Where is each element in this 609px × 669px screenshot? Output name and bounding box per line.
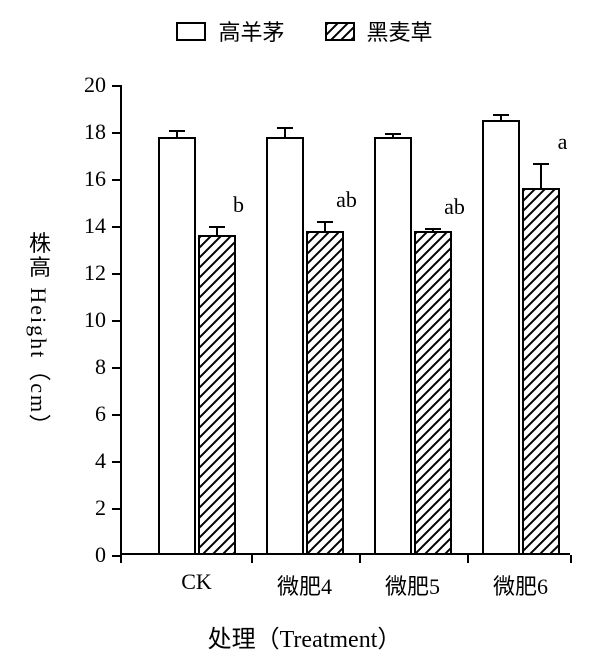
legend-label-0: 高羊茅 [218, 20, 284, 45]
error-bar-cap [493, 114, 509, 116]
y-tick-label: 14 [84, 213, 106, 239]
y-tick [112, 320, 120, 322]
plot-area: 02468101214161820CK微肥4微肥5微肥6bababa [120, 85, 570, 555]
y-tick-label: 4 [95, 448, 106, 474]
bar [198, 235, 236, 555]
legend-item-0: 高羊茅 [176, 15, 284, 47]
y-tick [112, 179, 120, 181]
error-bar-cap [425, 228, 441, 230]
y-tick [112, 508, 120, 510]
y-tick [112, 273, 120, 275]
chart-container: 高羊茅 黑麦草 株高 Height（cm） 0 2 4 6 8 10 12 14 16 18 20 C… [0, 0, 609, 669]
bar [306, 231, 344, 555]
y-tick-label: 16 [84, 166, 106, 192]
legend-swatch-1 [325, 22, 355, 41]
significance-label: ab [444, 194, 465, 220]
significance-label: b [233, 192, 244, 218]
y-tick-label: 0 [95, 542, 106, 568]
x-tick-label: 微肥4 [277, 569, 332, 601]
x-tick-label: 微肥6 [493, 569, 548, 601]
legend-item-1: 黑麦草 [325, 15, 433, 47]
y-axis-title: 株高 Height（cm） [22, 231, 54, 437]
significance-label: a [558, 129, 568, 155]
bar [482, 120, 520, 555]
x-tick [570, 555, 572, 563]
y-tick-label: 10 [84, 307, 106, 333]
y-tick-label: 12 [84, 260, 106, 286]
bar [266, 137, 304, 555]
y-tick [112, 132, 120, 134]
y-tick [112, 226, 120, 228]
bar [522, 188, 560, 555]
error-bar-cap [209, 226, 225, 228]
y-tick [112, 555, 120, 557]
error-bar-cap [277, 127, 293, 129]
error-bar-cap [317, 221, 333, 223]
x-tick [120, 555, 122, 563]
bar [414, 231, 452, 555]
y-tick-label: 18 [84, 119, 106, 145]
x-tick-label: CK [181, 569, 212, 595]
y-tick [112, 461, 120, 463]
y-tick [112, 85, 120, 87]
legend-swatch-0 [176, 22, 206, 41]
x-tick [359, 555, 361, 563]
y-tick-label: 8 [95, 354, 106, 380]
y-tick-label: 6 [95, 401, 106, 427]
y-axis-line [120, 85, 122, 555]
x-tick-label: 微肥5 [385, 569, 440, 601]
error-bar-cap [533, 163, 549, 165]
y-tick [112, 367, 120, 369]
error-bar-stem [540, 163, 542, 189]
significance-label: ab [336, 187, 357, 213]
bar [374, 137, 412, 555]
bar [158, 137, 196, 555]
legend-label-1: 黑麦草 [367, 20, 433, 45]
legend: 高羊茅 黑麦草 [0, 15, 609, 47]
x-tick [251, 555, 253, 563]
y-tick-label: 20 [84, 72, 106, 98]
y-tick [112, 414, 120, 416]
y-tick-label: 2 [95, 495, 106, 521]
x-tick [467, 555, 469, 563]
x-axis-title: 处理（Treatment） [0, 619, 609, 654]
error-bar-cap [169, 130, 185, 132]
error-bar-cap [385, 133, 401, 135]
